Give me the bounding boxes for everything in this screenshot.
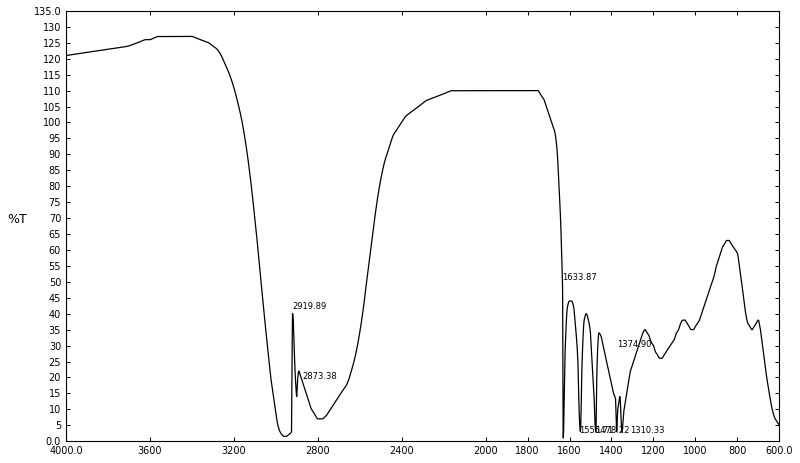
Text: 1374.90: 1374.90	[617, 340, 651, 349]
Text: 2919.89: 2919.89	[293, 301, 327, 311]
Text: 2873.38: 2873.38	[302, 372, 337, 381]
Text: 1633.87: 1633.87	[562, 273, 597, 282]
Text: 1478.22: 1478.22	[595, 426, 630, 435]
Y-axis label: %T: %T	[7, 213, 26, 226]
Text: 1310.33: 1310.33	[630, 426, 665, 435]
Text: 1555.71: 1555.71	[578, 426, 613, 435]
